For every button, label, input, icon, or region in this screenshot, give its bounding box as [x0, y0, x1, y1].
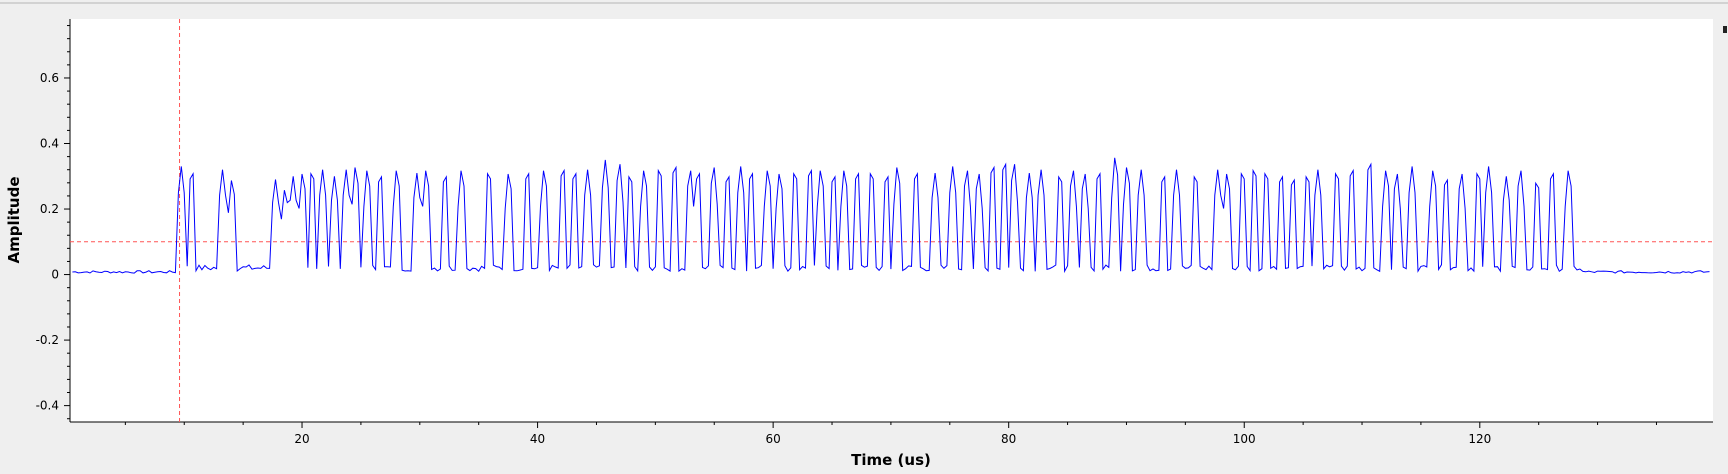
y-axis-title: Amplitude [5, 176, 23, 263]
x-axis: 20 40 60 80 100 120 [124, 422, 1657, 446]
x-tick-label: 40 [530, 432, 545, 446]
y-tick-label: 0 [51, 268, 59, 282]
y-axis: -0.4 -0.2 0 0.2 0.4 0.6 [36, 25, 70, 420]
resize-handle[interactable] [1723, 26, 1727, 33]
x-tick-label: 80 [1001, 432, 1016, 446]
y-tick-label: -0.2 [36, 333, 59, 347]
x-tick-label: 20 [294, 432, 309, 446]
x-tick-label: 60 [765, 432, 780, 446]
plot-area[interactable] [70, 19, 1713, 422]
x-tick-label: 100 [1233, 432, 1256, 446]
x-axis-title: Time (us) [851, 451, 931, 469]
y-tick-label: 0.4 [40, 137, 59, 151]
series-line-amplitude [72, 157, 1710, 274]
y-tick-label: 0.6 [40, 71, 59, 85]
y-tick-label: 0.2 [40, 202, 59, 216]
x-tick-label: 120 [1468, 432, 1491, 446]
y-tick-label: -0.4 [36, 399, 59, 413]
